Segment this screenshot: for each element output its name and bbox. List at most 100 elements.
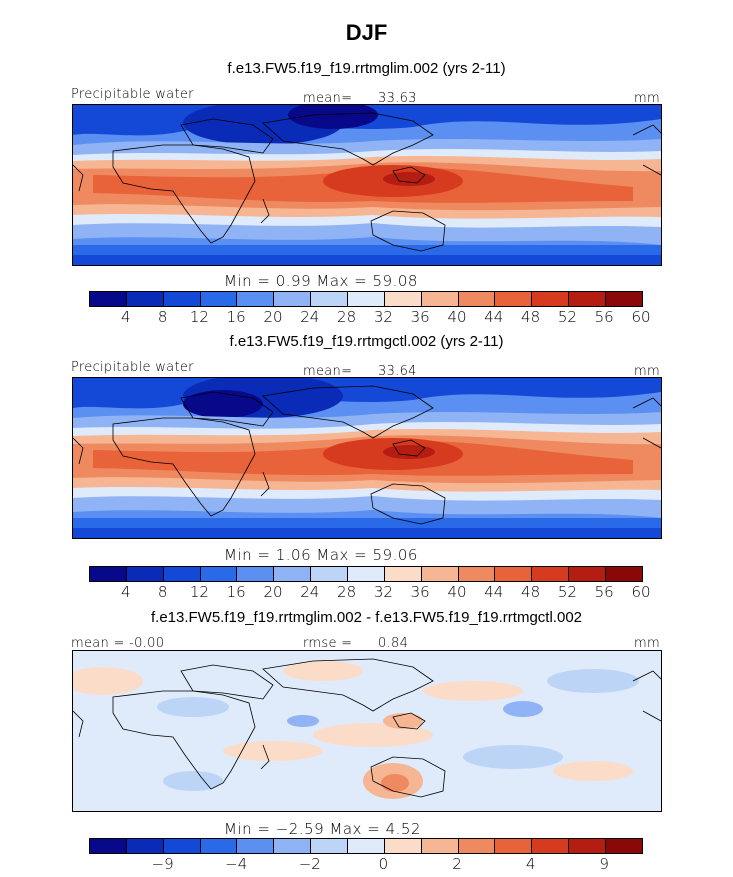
colorbar-tick-label: 56 [594,308,614,326]
panel-3-rmse-value: 0.84 [378,636,409,651]
panel-1-mean-value: 33.63 [378,91,417,106]
colorbar-tick-label: 16 [226,308,246,326]
colorbar-swatch [569,839,607,853]
panel-1-map [72,104,662,266]
panel-1-title: f.e13.FW5.f19_f19.rrtmglim.002 (yrs 2-11… [227,60,506,77]
colorbar-tick-label: 60 [631,308,651,326]
colorbar-tick-label: 2 [452,855,462,873]
panel-2-map [72,377,662,539]
colorbar-tick-label: 24 [300,583,320,601]
panel-2-variable-label: Precipitable water [71,360,194,375]
colorbar-tick-label: 32 [373,583,393,601]
colorbar-swatch [274,292,312,306]
colorbar-swatch [90,567,127,581]
panel-1-colorbar-ticks: 4 8 12 16 20 24 28 32 36 40 44 48 52 56 60 [89,308,651,326]
colorbar-swatch [348,292,385,306]
panel-2-title: f.e13.FW5.f19_f19.rrtmgctl.002 (yrs 2-11… [229,333,504,350]
colorbar-swatch [311,839,349,853]
colorbar-swatch [348,839,385,853]
colorbar-swatch [311,292,349,306]
colorbar-tick-label: 4 [525,855,536,873]
colorbar-tick-label: 52 [557,308,577,326]
colorbar-tick-label: 24 [300,308,320,326]
colorbar-tick-label: −2 [298,855,321,873]
panel-2-precipitable-water-field [73,378,661,538]
colorbar-swatch [458,567,496,581]
colorbar-swatch [163,292,201,306]
colorbar-swatch [237,839,275,853]
colorbar-tick-label: 16 [226,583,246,601]
panel-1-mean-label: mean= [303,91,353,106]
colorbar-tick-label: 4 [121,308,131,326]
colorbar-tick-label: 36 [410,583,430,601]
colorbar-tick-label: 32 [373,308,393,326]
colorbar-tick-label: 28 [337,308,357,326]
panel-3-min-max: Min = −2.59 Max = 4.52 [224,820,421,838]
panel-3-colorbar [89,838,643,854]
colorbar-swatch [384,292,422,306]
colorbar-tick-label: 44 [484,308,504,326]
figure-season-title: DJF [345,20,388,45]
panel-1-variable-label: Precipitable water [71,87,194,102]
colorbar-tick-label: 20 [263,583,283,601]
colorbar-tick-label: 12 [189,308,209,326]
panel-3-mean: mean = -0.00 [71,636,165,651]
panel-3-units: mm [634,636,660,651]
panel-2-colorbar-ticks: 4 8 12 16 20 24 28 32 36 40 44 48 52 56 60 [89,583,651,601]
colorbar-tick-label: 12 [189,583,209,601]
panel-1-units: mm [634,91,660,106]
panel-3-colorbar-ticks: −9 −4 −2 0 2 4 9 [89,855,641,873]
panel-3-map [72,650,662,812]
colorbar-swatch [532,292,570,306]
colorbar-tick-label: 44 [484,583,504,601]
colorbar-tick-label: −9 [151,855,174,873]
panel-3-rmse-label: rmse = [303,636,353,651]
colorbar-swatch [90,292,127,306]
colorbar-swatch [495,839,533,853]
colorbar-tick-label: 40 [447,308,467,326]
colorbar-tick-label: 56 [594,583,614,601]
colorbar-tick-label: 60 [631,583,651,601]
colorbar-swatch [274,567,312,581]
colorbar-swatch [384,567,422,581]
colorbar-swatch [200,567,238,581]
colorbar-swatch [200,292,238,306]
colorbar-swatch [569,292,607,306]
panel-2-colorbar [89,566,643,582]
colorbar-tick-label: 40 [447,583,467,601]
colorbar-swatch [421,292,459,306]
panel-2-min-max: Min = 1.06 Max = 59.06 [224,546,418,564]
colorbar-tick-label: 8 [157,583,168,601]
colorbar-swatch [421,839,459,853]
panel-2-mean-value: 33.64 [378,364,417,379]
colorbar-swatch [237,292,275,306]
colorbar-tick-label: 48 [521,308,541,326]
colorbar-tick-label: 52 [557,583,577,601]
colorbar-tick-label: 4 [121,583,131,601]
colorbar-swatch [237,567,275,581]
colorbar-tick-label: 8 [157,308,168,326]
panel-3-title: f.e13.FW5.f19_f19.rrtmglim.002 - f.e13.F… [150,609,582,626]
colorbar-swatch [200,839,238,853]
colorbar-swatch [458,292,496,306]
colorbar-tick-label: 20 [263,308,283,326]
colorbar-tick-label: 48 [521,583,541,601]
colorbar-swatch [126,292,164,306]
panel-2-mean-label: mean= [303,364,353,379]
colorbar-swatch [421,567,459,581]
colorbar-swatch [532,567,570,581]
colorbar-swatch [311,567,349,581]
panel-1-min-max: Min = 0.99 Max = 59.08 [224,272,418,290]
colorbar-tick-label: 28 [337,583,357,601]
panel-1-precipitable-water-field [73,105,661,265]
colorbar-swatch [606,567,642,581]
panel-2-units: mm [634,364,660,379]
colorbar-tick-label: 0 [378,855,389,873]
colorbar-swatch [495,292,533,306]
colorbar-swatch [495,567,533,581]
panel-3-difference-field [73,651,661,811]
colorbar-tick-label: 36 [410,308,430,326]
colorbar-swatch [348,567,385,581]
colorbar-tick-label: 9 [599,855,609,873]
colorbar-swatch [90,839,127,853]
